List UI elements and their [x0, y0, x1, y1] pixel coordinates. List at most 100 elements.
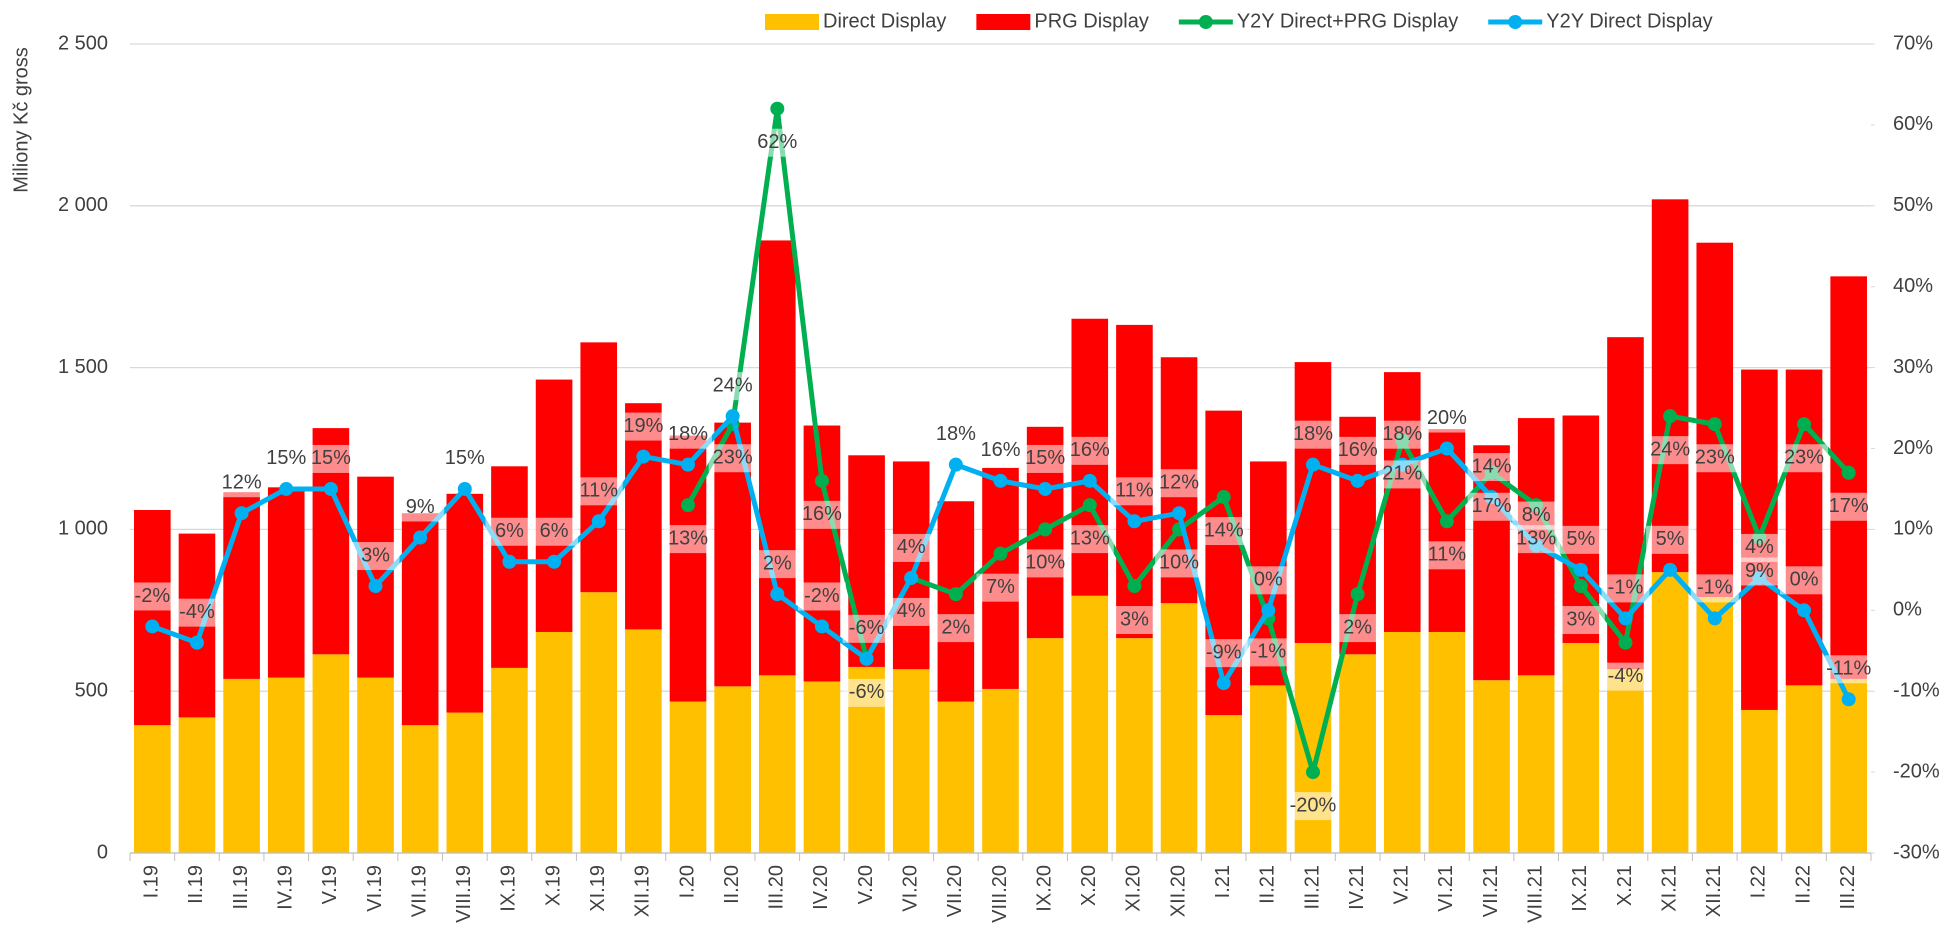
- x-tick-label: IV.21: [1346, 865, 1368, 910]
- legend-swatch: [1198, 15, 1213, 29]
- bar: [178, 717, 216, 853]
- data-label: 23%: [1695, 447, 1735, 469]
- x-tick-label: V.19: [319, 865, 341, 904]
- label-bg: [485, 517, 534, 546]
- x-tick-label: XI.20: [1123, 865, 1145, 912]
- data-label: 4%: [1745, 536, 1774, 558]
- label-bg: [1646, 436, 1695, 465]
- marker: [234, 506, 249, 521]
- bar: [357, 677, 394, 853]
- marker: [1305, 457, 1320, 472]
- label-bg: [1646, 525, 1695, 554]
- marker: [1127, 514, 1142, 529]
- marker: [1350, 473, 1365, 488]
- bar: [580, 342, 618, 593]
- data-label: 7%: [986, 576, 1015, 598]
- x-tick-label: II.19: [185, 865, 207, 904]
- label-bg: [1601, 662, 1650, 691]
- x-tick-label: XI.21: [1658, 865, 1680, 912]
- data-label: 15%: [1025, 447, 1065, 469]
- label-bg: [172, 598, 221, 627]
- y-tick-label: 500: [75, 679, 108, 701]
- data-label: 0%: [1254, 569, 1283, 591]
- label-bg: [1333, 436, 1382, 465]
- data-label: 5%: [1566, 528, 1595, 550]
- x-tick-label: II.20: [721, 865, 743, 904]
- y-axis-title: Miliony Kč gross: [10, 47, 32, 193]
- marker: [1261, 603, 1276, 618]
- marker: [1573, 579, 1588, 594]
- marker: [1841, 692, 1856, 707]
- y2-tick-label: 30%: [1893, 356, 1933, 378]
- marker: [681, 457, 696, 472]
- marker: [770, 101, 785, 116]
- data-label: -1%: [1697, 577, 1733, 599]
- marker: [1439, 514, 1454, 529]
- bar: [446, 712, 484, 853]
- bar: [1607, 669, 1644, 853]
- marker: [1350, 587, 1365, 602]
- label-bg: [440, 444, 489, 473]
- bar: [1383, 372, 1421, 632]
- marker: [1216, 676, 1231, 691]
- y2-tick-label: 10%: [1893, 518, 1933, 540]
- legend-label: Direct Display: [823, 10, 946, 32]
- x-tick-label: X.19: [542, 865, 564, 906]
- label-bg: [1110, 477, 1159, 506]
- bar: [491, 667, 528, 853]
- marker: [1707, 611, 1722, 626]
- label-bg: [619, 412, 668, 441]
- bar: [1339, 654, 1376, 853]
- bar: [267, 487, 305, 678]
- data-label: 3%: [361, 544, 390, 566]
- bar: [982, 688, 1019, 853]
- marker: [323, 481, 338, 496]
- label-bg: [976, 436, 1025, 465]
- bar: [1026, 638, 1064, 853]
- x-tick-label: I.20: [676, 865, 698, 898]
- label-bg: [753, 550, 802, 579]
- x-tick-label: VII.21: [1480, 865, 1502, 917]
- bar: [669, 701, 707, 853]
- bar: [803, 681, 841, 853]
- data-label: 16%: [1070, 439, 1110, 461]
- data-label: -4%: [179, 601, 215, 623]
- x-tick-label: I.19: [141, 865, 163, 898]
- x-tick-label: VIII.20: [989, 865, 1011, 923]
- bar: [223, 678, 260, 853]
- x-tick-label: III.22: [1837, 865, 1859, 909]
- y-tick-label: 2 500: [58, 32, 108, 54]
- data-label: 13%: [1516, 527, 1556, 549]
- label-bg: [753, 128, 802, 157]
- data-label: 16%: [1338, 439, 1378, 461]
- x-tick-label: V.21: [1391, 865, 1413, 904]
- x-tick-label: VII.19: [408, 865, 430, 917]
- y-tick-label: 1 500: [58, 356, 108, 378]
- data-label: 5%: [1656, 528, 1685, 550]
- marker: [1305, 765, 1320, 780]
- marker: [1618, 635, 1633, 650]
- label-bg: [1824, 492, 1873, 521]
- x-tick-label: XII.19: [632, 865, 654, 917]
- label-bg: [1244, 566, 1293, 595]
- marker: [413, 530, 428, 545]
- x-tick-label: XII.20: [1167, 865, 1189, 917]
- marker: [859, 651, 874, 666]
- x-tick-label: III.20: [766, 865, 788, 909]
- x-tick-label: VI.21: [1435, 865, 1457, 912]
- x-tick-label: IV.20: [810, 865, 832, 910]
- data-label: 16%: [802, 503, 842, 525]
- y-tick-label: 2 000: [58, 194, 108, 216]
- marker: [1707, 417, 1722, 432]
- marker: [636, 449, 651, 464]
- label-bg: [1378, 460, 1427, 489]
- data-label: 18%: [1382, 423, 1422, 445]
- data-label: 19%: [623, 415, 663, 437]
- legend-swatch: [976, 14, 1031, 30]
- bar: [892, 669, 930, 853]
- marker: [457, 481, 472, 496]
- marker: [591, 514, 606, 529]
- data-label: 9%: [406, 496, 435, 518]
- label-bg: [1288, 792, 1337, 821]
- bar: [1205, 410, 1243, 716]
